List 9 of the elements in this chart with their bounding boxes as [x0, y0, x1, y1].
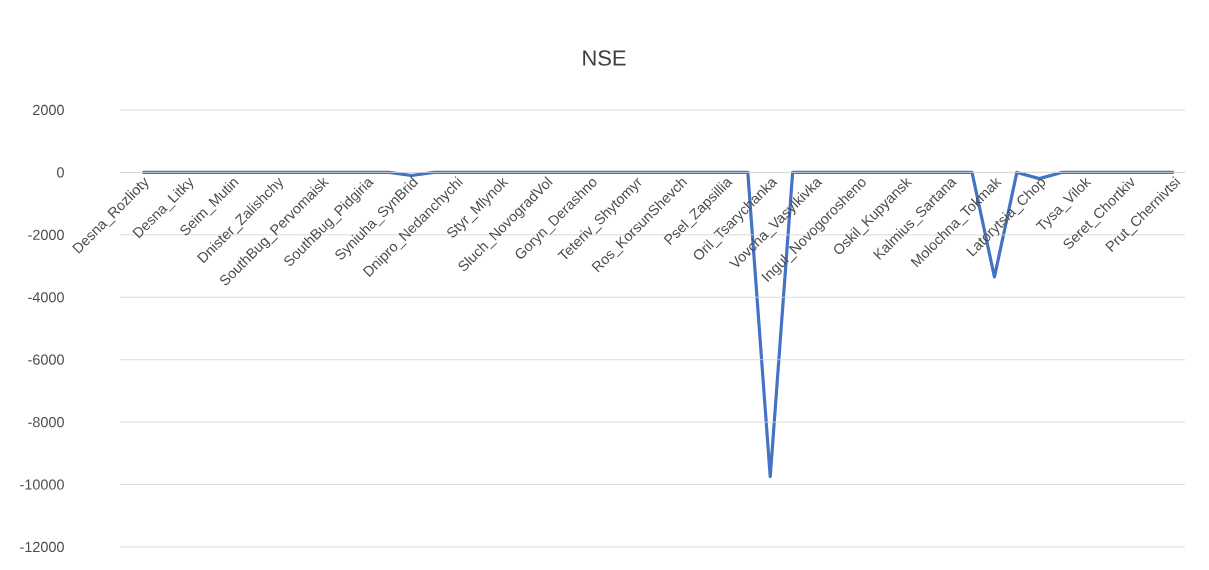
y-tick-label: 0 [57, 167, 64, 178]
chart-title: NSE [583, 50, 626, 66]
y-tick-label: -10000 [20, 479, 64, 490]
y-tick-label: -4000 [28, 292, 64, 303]
y-tick-label: -12000 [20, 541, 64, 553]
y-tick-label: 2000 [33, 104, 64, 116]
y-tick-label: -6000 [28, 354, 64, 365]
y-tick-label: -8000 [28, 417, 64, 428]
y-tick-label: -2000 [28, 229, 64, 240]
